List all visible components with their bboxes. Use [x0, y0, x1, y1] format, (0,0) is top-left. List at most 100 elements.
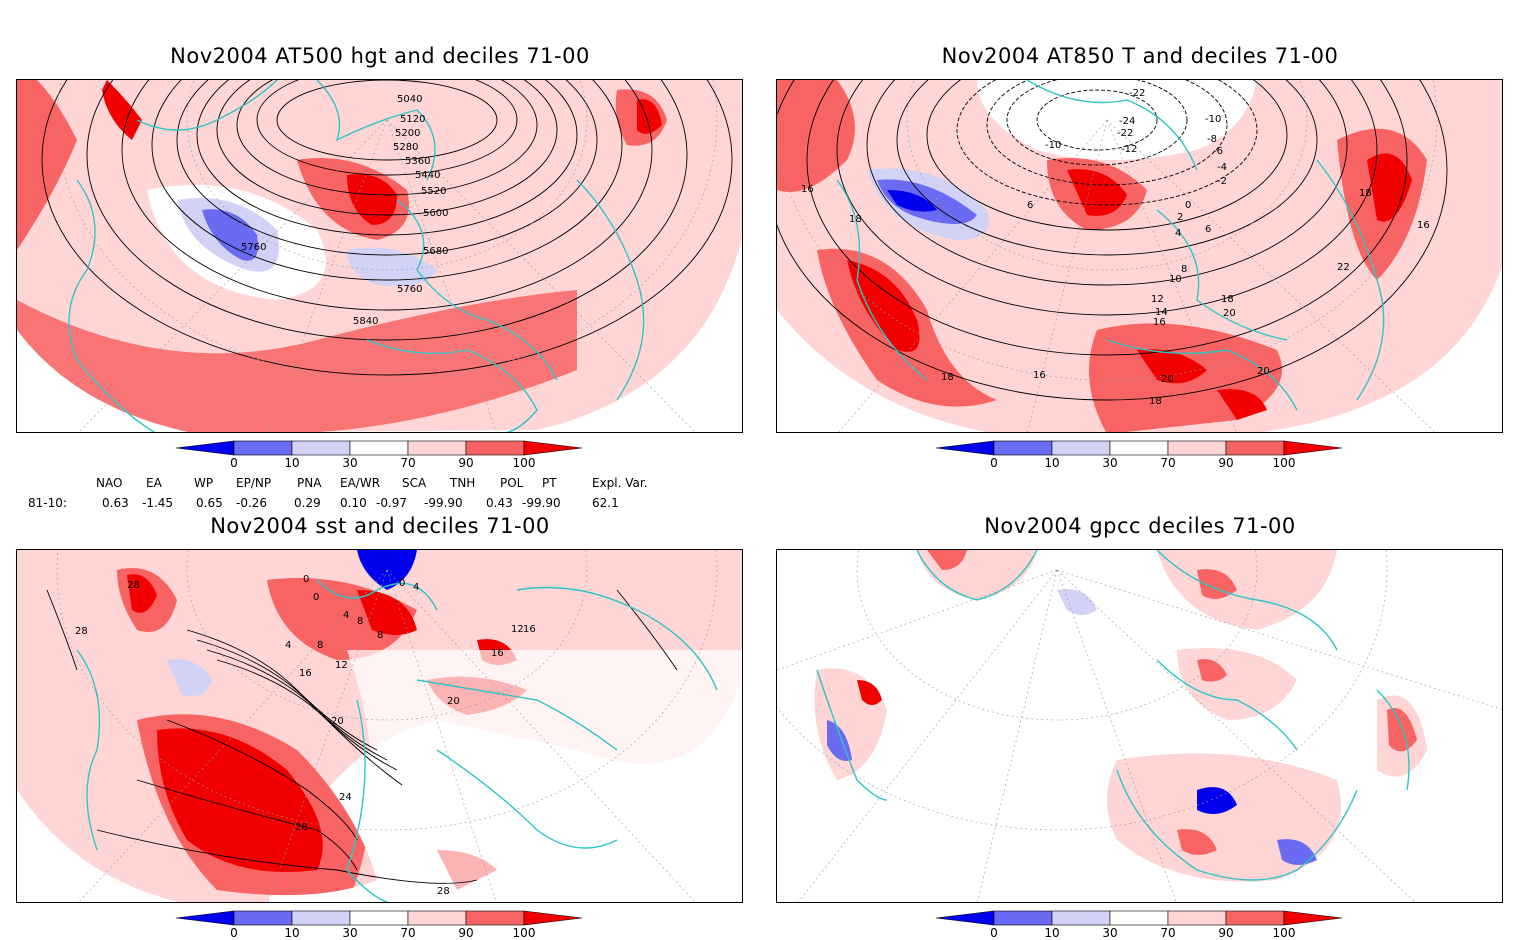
contour-label: 4 — [285, 640, 291, 651]
shade-red-atlantic — [157, 728, 323, 872]
contour-label: -22 — [1117, 128, 1133, 139]
shade-mid-red-west — [17, 80, 77, 250]
colorbar-segment — [233, 440, 293, 456]
teleconnection-index-table: NAO EA WP EP/NP PNA EA/WR SCA TNH POL PT… — [0, 474, 700, 514]
colorbar-tick-label: 10 — [1044, 926, 1060, 940]
colorbar-tick-label: 0 — [230, 926, 238, 940]
contour-label: -2 — [1217, 176, 1227, 187]
contour-label: 0 — [313, 592, 319, 603]
shade-red-north — [357, 590, 417, 635]
contour-label: 8 — [377, 630, 383, 641]
shade-red-east — [1367, 153, 1412, 222]
colorbar-segment — [1167, 910, 1227, 926]
colorbar-segment — [465, 910, 525, 926]
shade-white-north — [977, 80, 1257, 160]
contour-label: 12 — [511, 624, 524, 635]
colorbar-segment — [993, 440, 1053, 456]
index-header: EA/WR — [340, 476, 381, 490]
map-gpcc-canvas — [777, 550, 1502, 902]
index-header: Expl. Var. — [592, 476, 648, 490]
index-value: 0.65 — [196, 496, 223, 510]
temperature-contours — [777, 80, 1448, 401]
contour-label: 16 — [299, 668, 312, 679]
index-value: -0.26 — [236, 496, 268, 510]
shade-red-north — [102, 80, 142, 140]
index-value: -99.90 — [522, 496, 561, 510]
contour-label: -22 — [1129, 88, 1145, 99]
coastlines — [816, 550, 1410, 881]
shade-red-south — [1217, 389, 1267, 420]
colorbar-gpcc: 0 10 30 70 90 100 — [935, 910, 1346, 940]
contour-label: 18 — [1359, 188, 1372, 199]
colorbar-tick-label: 30 — [1102, 926, 1118, 940]
index-header: WP — [194, 476, 214, 490]
index-header: TNH — [450, 476, 476, 490]
outside-hemi-right — [577, 280, 742, 432]
contour-label: 4 — [343, 610, 349, 621]
colorbar-tick-label: 70 — [1160, 456, 1176, 470]
colorbar-segment — [935, 440, 995, 456]
sst-contours — [46, 589, 678, 884]
colorbar-tick-label: 90 — [1218, 926, 1234, 940]
contour-label: 18 — [1221, 294, 1234, 305]
outside-hemi-right — [584, 774, 742, 902]
outside-hemi-left — [777, 310, 987, 432]
colorbar-graphic — [935, 440, 1343, 456]
contour-label: 0 — [1185, 200, 1191, 211]
height-contours — [41, 80, 733, 376]
contour-label: 16 — [1033, 370, 1046, 381]
colorbar-segment — [1167, 440, 1227, 456]
coastlines — [76, 579, 718, 902]
index-value: 0.29 — [294, 496, 321, 510]
contour-label: 28 — [75, 626, 88, 637]
index-header: NAO — [96, 476, 123, 490]
contour-label: 10 — [1169, 274, 1182, 285]
index-header: EA — [146, 476, 162, 490]
contour-label: 12 — [1151, 294, 1164, 305]
contour-label: 5120 — [400, 114, 425, 125]
contour-label: 20 — [1257, 366, 1270, 377]
colorbar-tick-label: 10 — [284, 456, 300, 470]
index-value: 62.1 — [592, 496, 619, 510]
colorbar-segment — [1109, 440, 1169, 456]
colorbar-segment — [1283, 910, 1343, 926]
precip-shading — [814, 550, 1427, 882]
graticule — [777, 550, 1502, 902]
contour-label: 4 — [413, 582, 419, 593]
index-value: 0.63 — [102, 496, 129, 510]
index-value: -99.90 — [424, 496, 463, 510]
colorbar-hgt500: 0 10 30 70 90 100 — [175, 440, 586, 470]
colorbar-tick-label: 30 — [342, 926, 358, 940]
colorbar-segment — [175, 910, 235, 926]
shade-red-nw — [127, 574, 157, 613]
contour-label: 8 — [317, 640, 323, 651]
map-hgt500: 5040 5120 5200 5280 5360 5440 5520 5600 … — [16, 79, 743, 433]
graticule — [56, 550, 718, 902]
colorbar-segment — [349, 910, 409, 926]
contour-label: 12 — [335, 660, 348, 671]
contour-label: 8 — [357, 616, 363, 627]
index-value: -1.45 — [142, 496, 174, 510]
contour-label: -4 — [1217, 162, 1227, 173]
contour-label: 0 — [399, 578, 405, 589]
colorbar-segment — [993, 910, 1053, 926]
coastlines — [836, 80, 1385, 411]
colorbar-tick-label: 100 — [512, 926, 536, 940]
contour-label: 28 — [295, 822, 308, 833]
colorbar-segment — [233, 910, 293, 926]
colorbar-segment — [523, 440, 583, 456]
contour-label: 5200 — [395, 128, 420, 139]
contour-labels: -22 -24 -22 -10 -10 -8 -6 -12 -4 -2 0 2 … — [801, 88, 1430, 407]
colorbar-tick-label: 70 — [400, 926, 416, 940]
colorbar-graphic — [175, 910, 583, 926]
panel-title-hgt500: Nov2004 AT500 hgt and deciles 71-00 — [170, 44, 590, 68]
index-header: EP/NP — [236, 476, 272, 490]
colorbar-graphic — [935, 910, 1343, 926]
colorbar-segment — [465, 440, 525, 456]
index-value: 0.10 — [340, 496, 367, 510]
colorbar-segment — [1225, 910, 1285, 926]
index-value: -0.97 — [376, 496, 408, 510]
index-row-label: 81-10: — [28, 496, 67, 510]
index-header: PNA — [297, 476, 322, 490]
contour-label: 16 — [801, 184, 814, 195]
